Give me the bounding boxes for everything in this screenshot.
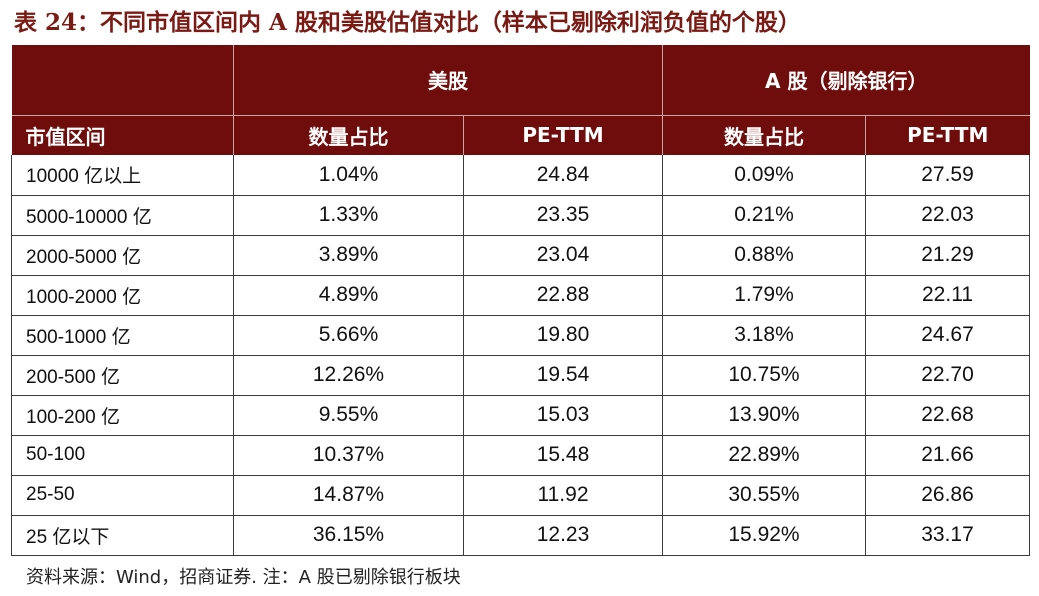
cell-a-pe: 33.17 — [865, 515, 1031, 556]
cell-range: 100-200 亿 — [11, 395, 234, 436]
header-us-count-share: 数量占比 — [233, 114, 464, 155]
valuation-table: 美股 A 股（剔除银行） 市值区间 数量占比 PE-TTM 数量占比 PE-TT… — [11, 45, 1031, 556]
cell-us-pe: 15.03 — [463, 395, 663, 436]
cell-us-share: 12.26% — [233, 355, 464, 396]
source-note: 资料来源：Wind，招商证券. 注：A 股已剔除银行板块 — [26, 567, 461, 588]
table-row: 50-100 10.37% 15.48 22.89% 21.66 — [11, 435, 1031, 476]
cell-range: 2000-5000 亿 — [11, 235, 234, 276]
cell-us-pe: 12.23 — [463, 515, 663, 556]
header-group-row: 美股 A 股（剔除银行） — [11, 45, 1030, 115]
cell-us-share: 14.87% — [233, 475, 464, 516]
header-blank-cell — [11, 45, 234, 115]
cell-us-share: 4.89% — [233, 275, 464, 316]
cell-a-pe: 24.67 — [865, 315, 1031, 356]
cell-a-pe: 26.86 — [865, 475, 1031, 516]
cell-us-share: 1.04% — [233, 155, 464, 196]
cell-a-share: 0.09% — [662, 155, 866, 196]
cell-range: 50-100 — [11, 435, 234, 476]
table-row: 5000-10000 亿 1.33% 23.35 0.21% 22.03 — [11, 195, 1031, 236]
cell-range: 1000-2000 亿 — [11, 275, 234, 316]
table-row: 1000-2000 亿 4.89% 22.88 1.79% 22.11 — [11, 275, 1031, 316]
cell-us-pe: 22.88 — [463, 275, 663, 316]
cell-a-pe: 22.03 — [865, 195, 1031, 236]
cell-us-share: 3.89% — [233, 235, 464, 276]
header-group-a-share: A 股（剔除银行） — [662, 45, 1030, 115]
cell-range: 5000-10000 亿 — [11, 195, 234, 236]
cell-us-pe: 19.80 — [463, 315, 663, 356]
cell-a-share: 10.75% — [662, 355, 866, 396]
table-row: 10000 亿以上 1.04% 24.84 0.09% 27.59 — [11, 155, 1031, 196]
header-group-us: 美股 — [233, 45, 663, 115]
cell-a-pe: 27.59 — [865, 155, 1031, 196]
cell-a-pe: 22.68 — [865, 395, 1031, 436]
cell-range: 500-1000 亿 — [11, 315, 234, 356]
cell-us-share: 10.37% — [233, 435, 464, 476]
cell-a-pe: 21.66 — [865, 435, 1031, 476]
cell-range: 25-50 — [11, 475, 234, 516]
cell-us-pe: 15.48 — [463, 435, 663, 476]
cell-us-pe: 24.84 — [463, 155, 663, 196]
table-row: 2000-5000 亿 3.89% 23.04 0.88% 21.29 — [11, 235, 1031, 276]
header-column-row: 市值区间 数量占比 PE-TTM 数量占比 PE-TTM — [11, 114, 1030, 155]
cell-us-pe: 19.54 — [463, 355, 663, 396]
cell-a-share: 13.90% — [662, 395, 866, 436]
cell-range: 25 亿以下 — [11, 515, 234, 556]
header-market-cap-range: 市值区间 — [11, 114, 234, 155]
header-a-count-share: 数量占比 — [662, 114, 866, 155]
table-row: 100-200 亿 9.55% 15.03 13.90% 22.68 — [11, 395, 1031, 436]
cell-us-share: 9.55% — [233, 395, 464, 436]
cell-a-pe: 22.70 — [865, 355, 1031, 396]
cell-a-share: 30.55% — [662, 475, 866, 516]
cell-a-share: 0.88% — [662, 235, 866, 276]
cell-us-share: 5.66% — [233, 315, 464, 356]
cell-us-share: 1.33% — [233, 195, 464, 236]
cell-a-pe: 22.11 — [865, 275, 1031, 316]
cell-a-share: 1.79% — [662, 275, 866, 316]
table-row: 25-50 14.87% 11.92 30.55% 26.86 — [11, 475, 1031, 516]
cell-a-share: 22.89% — [662, 435, 866, 476]
table-row: 500-1000 亿 5.66% 19.80 3.18% 24.67 — [11, 315, 1031, 356]
cell-range: 200-500 亿 — [11, 355, 234, 396]
cell-a-pe: 21.29 — [865, 235, 1031, 276]
header-a-pe-ttm: PE-TTM — [865, 114, 1030, 155]
cell-a-share: 3.18% — [662, 315, 866, 356]
cell-us-share: 36.15% — [233, 515, 464, 556]
table-title: 表 24：不同市值区间内 A 股和美股估值对比（样本已剔除利润负值的个股） — [14, 9, 801, 36]
cell-us-pe: 23.04 — [463, 235, 663, 276]
table-row: 25 亿以下 36.15% 12.23 15.92% 33.17 — [11, 515, 1031, 556]
cell-us-pe: 23.35 — [463, 195, 663, 236]
cell-a-share: 0.21% — [662, 195, 866, 236]
cell-us-pe: 11.92 — [463, 475, 663, 516]
table-row: 200-500 亿 12.26% 19.54 10.75% 22.70 — [11, 355, 1031, 396]
header-us-pe-ttm: PE-TTM — [463, 114, 663, 155]
cell-range: 10000 亿以上 — [11, 155, 234, 196]
cell-a-share: 15.92% — [662, 515, 866, 556]
